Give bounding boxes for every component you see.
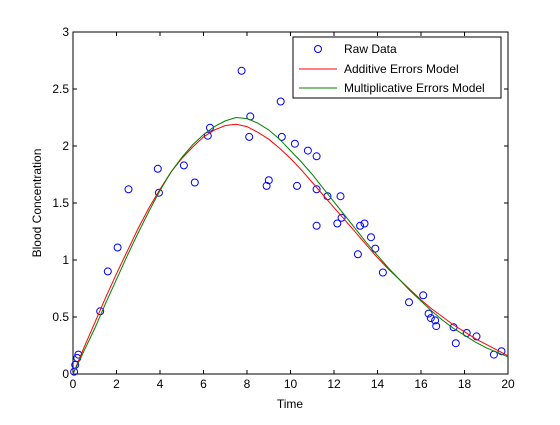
y-tick-label: 2 [62, 139, 69, 153]
data-point [367, 233, 375, 242]
series-line-1 [72, 123, 509, 375]
x-tick-label: 12 [327, 377, 341, 391]
legend: Raw Data Additive Errors Model Multiplicat… [292, 36, 502, 99]
data-point [424, 309, 433, 318]
data-point [419, 291, 428, 300]
data-point [290, 139, 299, 148]
y-tick-label: 1.5 [52, 196, 69, 210]
data-point [264, 176, 273, 185]
data-point [360, 219, 369, 228]
legend-entries: Raw Data Additive Errors Model Multiplicat… [299, 42, 485, 95]
data-point [312, 221, 321, 230]
data-point [124, 185, 133, 194]
data-point [113, 243, 122, 252]
x-tick-label: 6 [200, 377, 207, 391]
data-point [245, 132, 254, 141]
data-point [312, 152, 321, 161]
data-point [262, 181, 271, 190]
data-point [333, 219, 342, 228]
x-axis-label: Time [277, 397, 304, 411]
data-point [203, 131, 212, 140]
data-point [276, 97, 285, 106]
data-point [337, 213, 346, 222]
data-point [179, 161, 188, 170]
data-point [237, 66, 246, 75]
tick-labels: 0 2 4 6 8 10 12 14 16 18 20 0 0.5 1 1.5 2 2.5 3 [52, 25, 515, 391]
data-point [472, 332, 481, 341]
data-point [431, 316, 440, 325]
data-point [103, 267, 112, 276]
x-tick-label: 0 [70, 377, 77, 391]
y-tick-label: 3 [62, 25, 69, 39]
data-point [312, 185, 321, 194]
x-tick-label: 20 [501, 377, 515, 391]
axis-ticks [72, 31, 509, 375]
data-point [336, 192, 345, 201]
data-point [303, 146, 312, 155]
data-point [293, 181, 301, 190]
x-tick-label: 8 [244, 377, 251, 391]
data-point [405, 298, 413, 307]
y-axis-label: Blood Concentration [30, 149, 44, 258]
x-tick-label: 4 [157, 377, 164, 391]
y-tick-label: 0 [62, 367, 69, 381]
legend-swatch-0 [314, 45, 322, 53]
series-line-2 [72, 116, 509, 375]
data-point [432, 322, 441, 331]
y-tick-label: 2.5 [52, 82, 69, 96]
x-tick-label: 10 [284, 377, 298, 391]
x-tick-label: 2 [113, 377, 120, 391]
data-point [190, 178, 199, 187]
y-tick-label: 1 [62, 253, 69, 267]
data-point [353, 250, 362, 259]
data-point [497, 347, 506, 356]
data-point [451, 339, 460, 348]
legend-label-0: Raw Data [344, 42, 397, 56]
series-layer [70, 66, 509, 376]
x-tick-label: 18 [458, 377, 472, 391]
data-point [154, 188, 163, 197]
legend-label-2: Multiplicative Errors Model [344, 81, 485, 95]
x-tick-label: 16 [414, 377, 428, 391]
data-point [277, 132, 286, 141]
data-point [426, 314, 435, 323]
legend-label-1: Additive Errors Model [344, 62, 459, 76]
y-tick-label: 0.5 [52, 310, 69, 324]
data-point [356, 221, 365, 230]
data-point [153, 164, 162, 173]
x-tick-label: 14 [371, 377, 385, 391]
data-point [378, 268, 387, 277]
